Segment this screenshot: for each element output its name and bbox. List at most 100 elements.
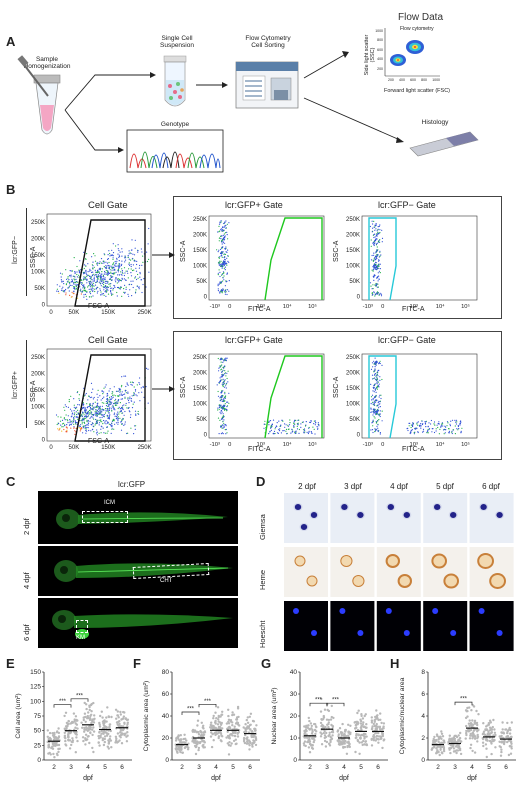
cell-gate-event (121, 255, 123, 257)
fitc-event (217, 274, 219, 276)
cell-gate-event (129, 416, 132, 418)
data-point (328, 733, 331, 737)
cell-gate-event (85, 272, 87, 274)
cell-gate-event (62, 280, 64, 282)
data-point (117, 740, 120, 743)
fitc-event (224, 253, 227, 255)
cell-gate-event (94, 288, 96, 290)
fitc-event (264, 420, 266, 422)
fitc-event (221, 400, 223, 402)
fitc-event (223, 386, 226, 388)
data-point (92, 730, 96, 733)
data-point (456, 749, 460, 752)
cell-gate-event (87, 424, 89, 426)
cell-gate-event (84, 289, 86, 291)
data-point (373, 720, 376, 723)
cell-gate-event (84, 264, 86, 266)
cell-gate-event (109, 388, 111, 390)
fitc-event (289, 419, 291, 421)
cell-gate-event (126, 432, 128, 435)
cell-gate-event (79, 425, 81, 428)
cell-gate-event (112, 404, 114, 406)
fitc-event (221, 374, 223, 376)
data-point (86, 738, 89, 741)
data-point (242, 736, 246, 740)
fitc-event (224, 256, 226, 258)
cell-gate-event (107, 293, 110, 295)
cell-gate-event (120, 406, 123, 409)
fitc-event (221, 266, 223, 268)
cell-gate-event (118, 254, 120, 256)
cell-gate-event (110, 254, 112, 256)
fitc-event (376, 388, 378, 390)
cell-gate-event (132, 264, 134, 266)
cell-gate-event (99, 278, 101, 280)
fitc-event (220, 410, 222, 412)
cell-gate-event (127, 272, 129, 274)
fitc-event (222, 369, 224, 371)
fitc-event (372, 284, 374, 286)
panel-label-h: H (390, 656, 400, 671)
cell-gate-event (107, 410, 109, 412)
y-tick-label: 2 (421, 735, 425, 742)
data-point (74, 722, 77, 725)
fitc-event (223, 222, 225, 225)
fitc-event (221, 376, 223, 378)
cell-gate-event (104, 285, 106, 287)
cell-gate-event (146, 260, 149, 263)
cell-gate-event (121, 394, 123, 396)
cell-gate-event (138, 288, 140, 290)
x-axis-label: dpf (211, 775, 221, 782)
data-point (195, 744, 198, 748)
fitc-event (410, 430, 412, 432)
data-point (339, 740, 342, 743)
fitc-event (219, 411, 221, 413)
fitc-event (217, 290, 219, 292)
fitc-event (455, 423, 457, 425)
cell-gate-event (123, 424, 125, 426)
cell-gate-event (96, 263, 98, 265)
cell-gate-event (114, 415, 116, 417)
data-point (302, 742, 306, 745)
fitc-event (379, 414, 381, 416)
data-point (319, 710, 323, 713)
cell-gate-event (122, 418, 124, 420)
cell-gate-event (138, 286, 140, 288)
fitc-event (371, 429, 374, 431)
cell-gate-event (114, 402, 116, 404)
fitc-event (224, 370, 226, 372)
fitc-event (227, 238, 229, 240)
data-point (101, 716, 104, 719)
cell-gate-event (142, 261, 144, 263)
fitc-event (379, 376, 381, 378)
cell-gate-event (111, 428, 113, 430)
cell-gate-event (120, 394, 122, 396)
cell-gate-event (60, 279, 63, 281)
cell-gate-event (131, 407, 134, 409)
data-point (249, 712, 253, 715)
fitc-event (375, 380, 377, 382)
cell-gate-event (115, 277, 117, 279)
fitc-event (220, 361, 222, 363)
fitc-event (218, 264, 220, 266)
fitc-event (379, 432, 381, 434)
cell-gate-event (121, 270, 123, 272)
cell-gate-event (121, 423, 123, 425)
cell-gate-event (124, 410, 126, 413)
data-point (331, 730, 334, 733)
fitc-event (268, 420, 270, 422)
cell-gate-event (93, 285, 95, 287)
x-axis-label: dpf (467, 775, 477, 782)
fitc-event (221, 432, 223, 434)
fitc-event (376, 383, 378, 385)
data-point (507, 729, 510, 732)
data-point (82, 739, 85, 743)
data-point (202, 724, 205, 727)
data-point (86, 729, 90, 733)
cell-gate-event (117, 286, 120, 289)
fitc-event (376, 235, 378, 237)
fitc-event (219, 380, 221, 382)
cell-gate-event (78, 427, 80, 429)
cell-gate-event (74, 279, 76, 281)
fitc-event (372, 270, 374, 272)
